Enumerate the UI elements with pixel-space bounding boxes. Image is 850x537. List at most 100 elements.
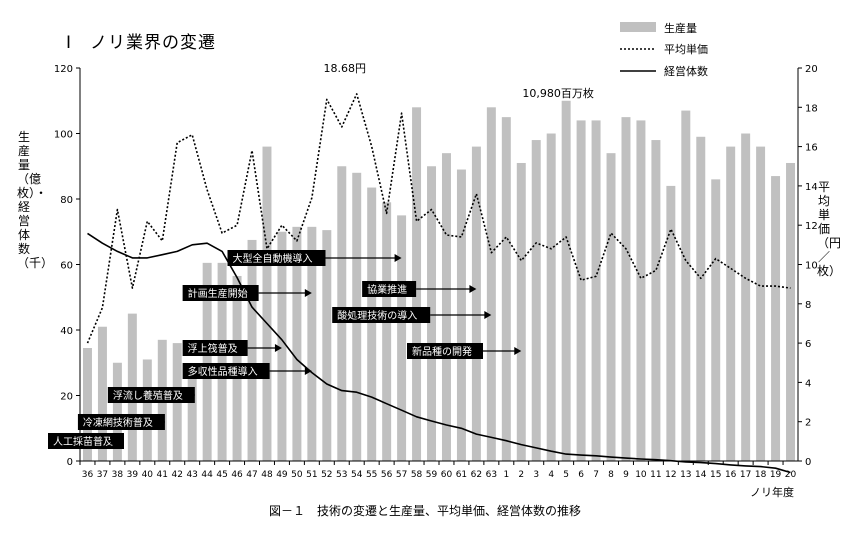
y-left-tick-label: 20 bbox=[60, 392, 73, 403]
tech-label-box bbox=[182, 363, 270, 379]
x-tick-label: 60 bbox=[441, 470, 453, 480]
bar-37 bbox=[97, 326, 107, 461]
x-tick-label: 17 bbox=[740, 470, 751, 480]
tech-label-box bbox=[182, 285, 259, 301]
y-right-tick-label: 16 bbox=[805, 143, 818, 154]
x-tick-label: 4 bbox=[548, 470, 554, 480]
x-tick-label: 40 bbox=[142, 470, 154, 480]
legend-swatch-production bbox=[620, 22, 656, 32]
bar-3 bbox=[531, 140, 541, 462]
page-title: Ⅰ ノリ業界の変遷 bbox=[66, 33, 217, 53]
tech-label: 酸処理技術の導入 bbox=[332, 307, 492, 323]
y-axis-left-label: 生産量（億枚）・経営体数（千） bbox=[17, 130, 54, 270]
x-tick-label: 49 bbox=[276, 470, 288, 480]
legend-label-production: 生産量 bbox=[664, 21, 697, 35]
bar-1 bbox=[501, 117, 511, 461]
x-tick-label: 14 bbox=[695, 470, 707, 480]
x-tick-label: 63 bbox=[486, 470, 497, 480]
y-right-tick-label: 18 bbox=[805, 103, 818, 114]
bar-56 bbox=[382, 202, 392, 461]
bar-51 bbox=[307, 226, 317, 461]
bar-19 bbox=[771, 176, 781, 461]
tech-label: 協業推進 bbox=[362, 281, 477, 297]
bar-49 bbox=[277, 231, 287, 461]
tech-label-box bbox=[332, 307, 431, 323]
tech-label: 多収性品種導入 bbox=[182, 363, 312, 379]
tech-label-text: 多収性品種導入 bbox=[188, 365, 258, 378]
x-tick-label: 5 bbox=[563, 470, 569, 480]
legend-label-management: 経営体数 bbox=[664, 64, 708, 78]
x-tick-label: 2 bbox=[518, 470, 524, 480]
bar-60 bbox=[441, 153, 451, 461]
y-left-tick-label: 120 bbox=[54, 64, 73, 75]
y-right-tick-label: 6 bbox=[805, 339, 811, 350]
tech-label-box bbox=[407, 343, 483, 359]
legend-label-price: 平均単価 bbox=[664, 42, 708, 56]
bar-59 bbox=[427, 166, 437, 461]
y-right-tick-label: 4 bbox=[805, 378, 811, 389]
x-tick-label: 47 bbox=[246, 470, 257, 480]
bar-36 bbox=[82, 348, 92, 461]
x-tick-label: 8 bbox=[608, 470, 614, 480]
y-left-tick-label: 40 bbox=[60, 326, 73, 337]
bar-15 bbox=[711, 179, 721, 461]
x-tick-label: 58 bbox=[411, 470, 423, 480]
annotation-price-peak: 18.68円 bbox=[323, 62, 366, 75]
x-tick-label: 15 bbox=[710, 470, 721, 480]
bar-57 bbox=[397, 215, 407, 461]
bar-9 bbox=[621, 117, 631, 461]
tech-arrow-head bbox=[110, 437, 118, 445]
tech-label: 人工採苗普及 bbox=[48, 433, 124, 449]
bar-48 bbox=[262, 146, 272, 461]
tech-arrow-head bbox=[155, 418, 163, 426]
bar-7 bbox=[591, 120, 601, 462]
bar-13 bbox=[681, 110, 691, 461]
x-tick-label: 39 bbox=[127, 470, 139, 480]
x-tick-label: 55 bbox=[366, 470, 377, 480]
bar-4 bbox=[546, 133, 556, 461]
x-axis-label: ノリ年度 bbox=[750, 485, 794, 499]
tech-label-text: 冷凍網技術普及 bbox=[83, 416, 153, 429]
x-tick-label: 3 bbox=[533, 470, 539, 480]
y-right-tick-label: 8 bbox=[805, 300, 811, 311]
x-tick-label: 51 bbox=[306, 470, 317, 480]
y-right-tick-label: 2 bbox=[805, 418, 811, 429]
x-tick-label: 57 bbox=[396, 470, 407, 480]
y-right-tick-label: 10 bbox=[805, 261, 818, 272]
bar-2 bbox=[516, 162, 526, 461]
bar-62 bbox=[471, 146, 481, 461]
tech-arrow-head bbox=[469, 285, 477, 293]
y-left-tick-label: 60 bbox=[60, 261, 73, 272]
x-tick-label: 13 bbox=[680, 470, 691, 480]
tech-label: 新品種の開発 bbox=[407, 343, 522, 359]
bar-16 bbox=[726, 146, 736, 461]
x-tick-label: 62 bbox=[471, 470, 482, 480]
tech-label-text: 浮上筏普及 bbox=[188, 342, 238, 355]
x-tick-label: 12 bbox=[665, 470, 676, 480]
x-tick-label: 41 bbox=[157, 470, 168, 480]
annotations: 18.68円 10,980百万枚 bbox=[323, 62, 593, 100]
bar-10 bbox=[636, 120, 646, 462]
y-left-tick-label: 0 bbox=[67, 457, 73, 468]
x-tick-label: 18 bbox=[755, 470, 767, 480]
tech-arrow-head bbox=[185, 391, 193, 399]
bar-14 bbox=[696, 136, 706, 461]
tech-label-box bbox=[77, 414, 165, 430]
bar-11 bbox=[651, 140, 661, 462]
x-tick-label: 1 bbox=[503, 470, 509, 480]
bar-6 bbox=[576, 120, 586, 462]
tech-label-text: 大型全自動機導入 bbox=[233, 252, 313, 265]
tech-arrow-head bbox=[394, 254, 402, 262]
bar-50 bbox=[292, 226, 302, 461]
x-tick-label: 42 bbox=[172, 470, 183, 480]
x-tick-label: 54 bbox=[351, 470, 363, 480]
bar-5 bbox=[561, 100, 571, 461]
x-tick-label: 16 bbox=[725, 470, 737, 480]
tech-label-text: 酸処理技術の導入 bbox=[337, 309, 417, 322]
y-left-tick-label: 100 bbox=[54, 130, 73, 141]
tech-arrow-head bbox=[274, 344, 282, 352]
tech-arrow-head bbox=[484, 311, 492, 319]
bar-series bbox=[82, 100, 796, 462]
bar-17 bbox=[741, 133, 751, 461]
